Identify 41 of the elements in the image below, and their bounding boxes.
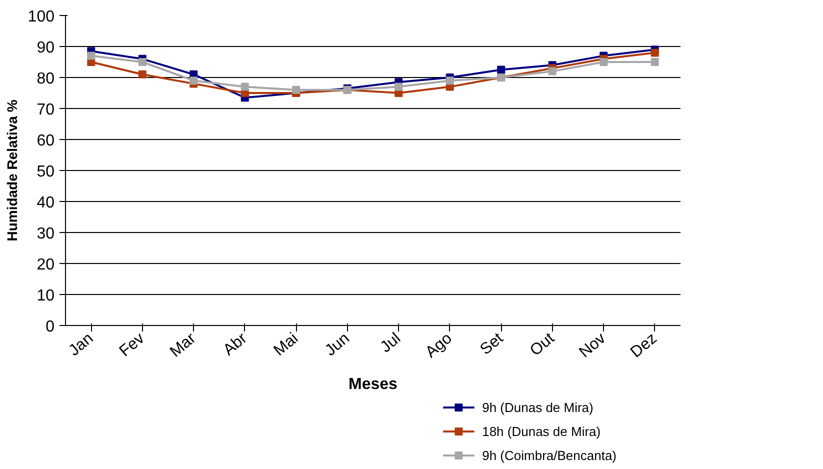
y-tick-label: 100 <box>28 8 55 26</box>
y-axis-title: Humidade Relativa % <box>4 99 20 242</box>
x-tick-label: Fev <box>116 330 148 360</box>
y-tick-label: 10 <box>36 288 55 304</box>
point <box>240 82 249 91</box>
point <box>190 76 198 85</box>
legend-label: 9h (Coimbra/Bencanta) <box>482 448 617 463</box>
point <box>87 52 96 60</box>
x-tick-label: Set <box>477 330 508 358</box>
y-tick-label: 70 <box>36 102 55 118</box>
legend-label: 18h (Dunas de Mira) <box>482 424 601 439</box>
point <box>138 58 146 66</box>
point <box>394 82 403 91</box>
point <box>650 58 659 66</box>
x-tick-label: Jul <box>378 330 404 356</box>
x-tick-label: Ago <box>422 330 456 362</box>
point <box>600 58 608 66</box>
x-tick-label: Out <box>527 330 558 360</box>
x-tick-label: Mar <box>167 330 200 361</box>
x-tick-label: Dez <box>628 330 660 362</box>
point <box>548 67 556 76</box>
point <box>292 86 300 94</box>
x-tick-label: Nov <box>576 330 610 362</box>
legend-label: 9h (Dunas de Mira) <box>482 400 594 415</box>
point <box>650 48 659 57</box>
y-tick-label: 0 <box>46 318 55 336</box>
y-tick-label: 50 <box>36 164 55 180</box>
point <box>497 66 506 74</box>
x-axis-title: Meses <box>348 376 398 393</box>
x-tick-label: Jan <box>66 330 97 360</box>
y-tick-label: 20 <box>36 256 55 274</box>
y-tick-label: 30 <box>36 226 55 242</box>
y-tick-label: 40 <box>36 194 55 212</box>
y-tick-label: 60 <box>36 132 55 150</box>
x-tick-label: Mai <box>270 330 302 360</box>
x-tick-label: Jun <box>322 330 353 360</box>
point <box>138 70 146 78</box>
y-tick-label: 80 <box>36 70 55 88</box>
y-tick-label: 90 <box>36 40 55 56</box>
x-tick-label: Abr <box>220 330 251 360</box>
point <box>446 76 454 85</box>
